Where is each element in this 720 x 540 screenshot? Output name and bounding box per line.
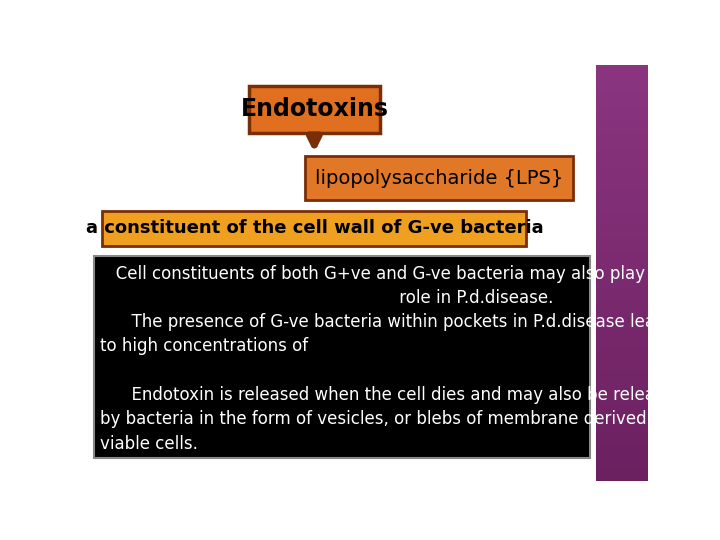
Bar (595, 439, 648, 446)
Bar (595, 252, 648, 259)
Bar (595, 314, 648, 321)
Bar (595, 190, 648, 197)
Text: Endotoxins: Endotoxins (240, 98, 389, 122)
Bar (595, 127, 648, 134)
Bar (595, 72, 648, 79)
Text: to high concentrations of: to high concentrations of (100, 338, 313, 355)
Bar (595, 113, 648, 120)
Text: viable cells.: viable cells. (100, 435, 198, 453)
Text: by bacteria in the form of vesicles, or blebs of membrane derived from: by bacteria in the form of vesicles, or … (100, 410, 690, 428)
Bar (595, 266, 648, 273)
Bar (595, 432, 648, 439)
Text: a constituent of the cell wall of G-ve bacteria: a constituent of the cell wall of G-ve b… (86, 219, 543, 238)
Bar (595, 273, 648, 280)
Text: Cell constituents of both G+ve and G-ve bacteria may also play a: Cell constituents of both G+ve and G-ve … (100, 265, 660, 282)
Bar (595, 356, 648, 363)
Bar (595, 259, 648, 266)
Bar (595, 85, 648, 92)
Bar (595, 294, 648, 300)
Bar (595, 383, 648, 390)
Bar (595, 231, 648, 238)
Bar (595, 280, 648, 287)
Bar (595, 474, 648, 481)
Bar (595, 79, 648, 85)
Bar (595, 349, 648, 356)
Bar (595, 183, 648, 190)
Bar (595, 238, 648, 245)
FancyBboxPatch shape (249, 85, 380, 133)
Bar (595, 363, 648, 370)
Bar (595, 418, 648, 425)
Bar (595, 204, 648, 210)
Bar (595, 176, 648, 183)
Bar (595, 446, 648, 453)
Bar (595, 148, 648, 155)
Bar (595, 342, 648, 349)
Bar (595, 245, 648, 252)
Bar (595, 120, 648, 127)
Bar (595, 453, 648, 460)
Bar (595, 169, 648, 176)
Bar (595, 141, 648, 148)
Text: role in P.d.disease.: role in P.d.disease. (100, 289, 554, 307)
Bar (595, 328, 648, 335)
FancyBboxPatch shape (94, 256, 590, 458)
Bar (595, 335, 648, 342)
Bar (595, 99, 648, 106)
Bar (595, 287, 648, 294)
Bar (595, 197, 648, 204)
Bar (595, 467, 648, 474)
Bar (595, 92, 648, 99)
Bar (595, 162, 648, 168)
Bar (595, 217, 648, 224)
Bar (595, 155, 648, 162)
Bar (595, 377, 648, 383)
Bar (595, 425, 648, 432)
Bar (595, 134, 648, 141)
Bar (595, 404, 648, 411)
Bar (595, 224, 648, 231)
Bar (595, 106, 648, 113)
Bar (595, 460, 648, 467)
Bar (595, 390, 648, 397)
Bar (595, 370, 648, 377)
Text: lipopolysaccharide {LPS}: lipopolysaccharide {LPS} (315, 168, 563, 187)
Text: Endotoxin is released when the cell dies and may also be released: Endotoxin is released when the cell dies… (100, 386, 685, 404)
Bar (595, 321, 648, 328)
Bar (595, 397, 648, 404)
Bar (595, 300, 648, 307)
Bar (595, 65, 648, 72)
FancyBboxPatch shape (305, 156, 572, 200)
FancyBboxPatch shape (102, 211, 526, 246)
Text: The presence of G-ve bacteria within pockets in P.d.disease leads: The presence of G-ve bacteria within poc… (100, 313, 675, 331)
Bar (595, 211, 648, 217)
Bar (595, 411, 648, 418)
Bar (595, 307, 648, 314)
